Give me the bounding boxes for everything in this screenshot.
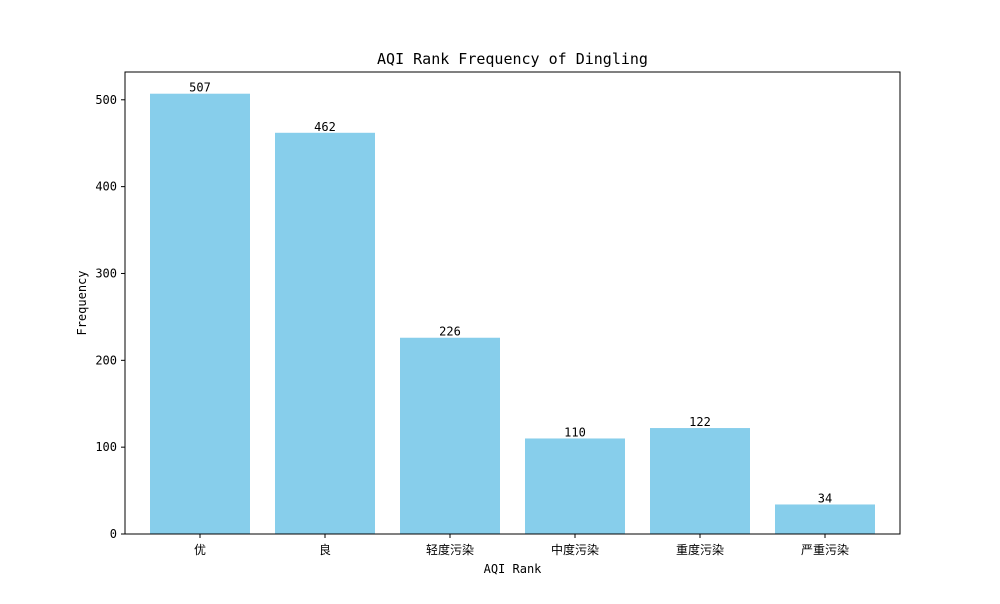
x-tick-label: 优 [194, 543, 206, 557]
y-tick-label: 0 [110, 527, 117, 541]
data-label: 226 [439, 325, 461, 339]
bar [150, 93, 250, 535]
x-tick-label: 重度污染 [676, 542, 724, 557]
data-label: 34 [818, 491, 832, 505]
y-tick-label: 400 [95, 180, 117, 194]
x-tick-label: 轻度污染 [426, 542, 474, 557]
data-labels-group: 507 462 226 110 122 34 [189, 81, 832, 506]
y-tick-label: 100 [95, 440, 117, 454]
bar [650, 428, 750, 534]
x-axis-label: AQI Rank [484, 562, 543, 576]
y-axis-ticks: 0 100 200 300 400 500 [95, 93, 125, 541]
bars-group [150, 93, 875, 535]
plot-frame [124, 71, 901, 535]
bar [525, 438, 625, 534]
x-tick-label: 严重污染 [801, 542, 849, 557]
bar [775, 504, 875, 534]
data-label: 122 [689, 415, 711, 429]
data-label: 462 [314, 120, 336, 134]
x-axis-ticks: 优 良 轻度污染 中度污染 重度污染 严重污染 [194, 534, 849, 557]
data-label: 507 [189, 81, 211, 95]
bar [400, 337, 500, 534]
chart-title: AQI Rank Frequency of Dingling [377, 50, 648, 68]
y-axis-label: Frequency [75, 270, 89, 335]
y-tick-label: 200 [95, 353, 117, 367]
data-label: 110 [564, 425, 586, 439]
y-tick-label: 300 [95, 266, 117, 280]
x-tick-label: 中度污染 [551, 542, 599, 557]
bar [275, 132, 375, 535]
x-tick-label: 良 [319, 542, 331, 557]
y-tick-label: 500 [95, 93, 117, 107]
